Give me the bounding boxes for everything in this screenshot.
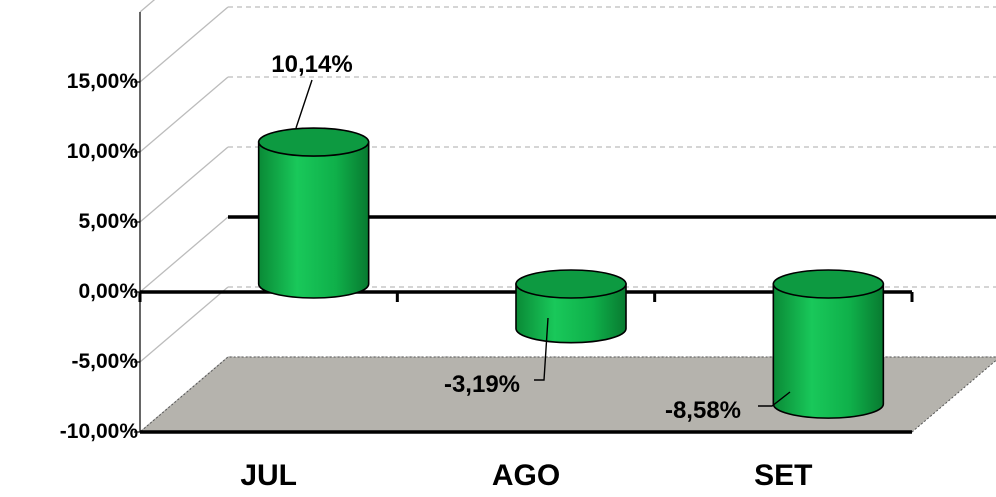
y-tick-label: 15,00%: [67, 70, 139, 93]
gridline-side: [139, 146, 229, 223]
gridline-side: [139, 216, 229, 293]
gridline-side: [139, 76, 229, 153]
chart-labels: 10,14% -3,19% -8,58%: [271, 51, 791, 424]
bar-body: [257, 141, 370, 299]
data-label: -3,19%: [444, 371, 520, 398]
bar-top: [257, 127, 370, 157]
bar-body: [515, 283, 627, 344]
data-label: 10,14%: [271, 51, 352, 78]
gridline-side: [139, 0, 156, 13]
bar-top: [515, 269, 627, 299]
x-category-label: SET: [754, 459, 812, 492]
gridline-side: [139, 286, 229, 363]
x-category-label: AGO: [492, 459, 560, 492]
chart-axes: 15,00% 10,00% 5,00% 0,00% -5,00% -10,00% JUL AG…: [60, 12, 914, 492]
chart-bars: [257, 127, 885, 419]
leader-line: [295, 79, 313, 129]
bar-top: [772, 269, 885, 299]
y-tick-label: 10,00%: [67, 140, 139, 163]
bar-ago: [515, 269, 627, 344]
y-tick-label: 5,00%: [78, 210, 138, 233]
bar-body: [772, 283, 885, 419]
bar-jul: [257, 127, 370, 299]
leader-line: [758, 391, 791, 407]
y-tick-label: 0,00%: [78, 280, 138, 303]
y-tick-label: -5,00%: [71, 350, 138, 373]
x-category-label: JUL: [240, 459, 297, 492]
bar-set: [772, 269, 885, 419]
leader-line: [534, 317, 549, 381]
y-tick-label: -10,00%: [60, 420, 139, 443]
gridline-side: [139, 6, 229, 83]
data-label: -8,58%: [665, 397, 741, 424]
